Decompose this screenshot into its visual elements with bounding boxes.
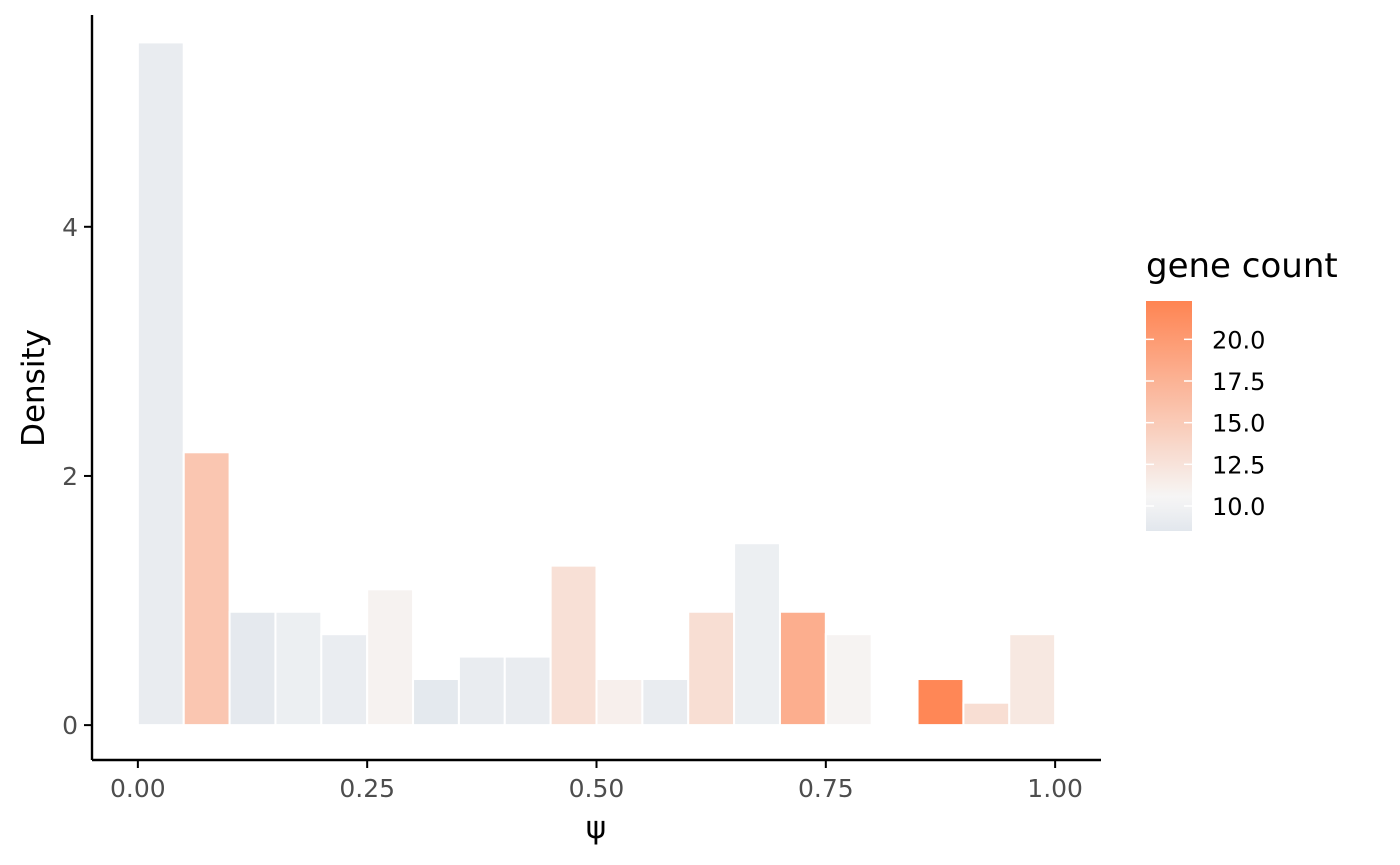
histogram-bar bbox=[778, 610, 827, 727]
legend-color-bar bbox=[1146, 301, 1192, 531]
histogram-bar bbox=[136, 41, 185, 727]
x-axis-title: ψ bbox=[586, 810, 606, 846]
histogram-bar bbox=[962, 701, 1011, 727]
histogram-bar bbox=[228, 610, 277, 727]
histogram-bar bbox=[366, 588, 415, 727]
histogram-bar bbox=[274, 610, 323, 727]
histogram-bar bbox=[916, 678, 965, 727]
legend-tick-label: 15.0 bbox=[1212, 410, 1265, 438]
x-tick-label: 0.50 bbox=[569, 774, 625, 803]
x-tick-label: 0.75 bbox=[798, 774, 854, 803]
legend-ticks: 10.0 12.5 15.0 17.5 20.0 bbox=[1146, 326, 1265, 521]
legend-tick-label: 17.5 bbox=[1212, 368, 1265, 396]
x-tick-label: 1.00 bbox=[1027, 774, 1083, 803]
y-tick-label: 0 bbox=[62, 711, 78, 740]
histogram-bar bbox=[824, 633, 873, 727]
histogram-bar bbox=[457, 655, 506, 727]
histogram-bar bbox=[1008, 633, 1057, 727]
histogram-bar bbox=[733, 542, 781, 727]
y-ticks: 0 2 4 bbox=[62, 213, 92, 740]
legend-tick-label: 12.5 bbox=[1212, 451, 1265, 479]
bars-layer bbox=[136, 41, 1057, 727]
color-legend: gene count 10.0 12.5 15.0 17.5 20.0 bbox=[1146, 246, 1338, 531]
histogram-bar bbox=[549, 564, 598, 727]
y-axis-title: Density bbox=[16, 329, 52, 447]
histogram-bar bbox=[182, 451, 231, 727]
histogram-bar bbox=[320, 633, 369, 727]
x-tick-label: 0.25 bbox=[339, 774, 395, 803]
legend-title: gene count bbox=[1146, 246, 1338, 286]
histogram-bar bbox=[503, 655, 552, 727]
histogram-bar bbox=[412, 678, 460, 727]
histogram-bar bbox=[595, 678, 644, 727]
legend-tick-label: 10.0 bbox=[1212, 493, 1265, 521]
y-tick-label: 2 bbox=[62, 462, 78, 491]
histogram-bar bbox=[687, 610, 736, 727]
legend-tick-label: 20.0 bbox=[1212, 326, 1265, 354]
y-tick-label: 4 bbox=[62, 213, 78, 242]
x-tick-label: 0.00 bbox=[110, 774, 166, 803]
histogram-bar bbox=[641, 678, 690, 727]
x-ticks: 0.00 0.25 0.50 0.75 1.00 bbox=[110, 760, 1083, 803]
